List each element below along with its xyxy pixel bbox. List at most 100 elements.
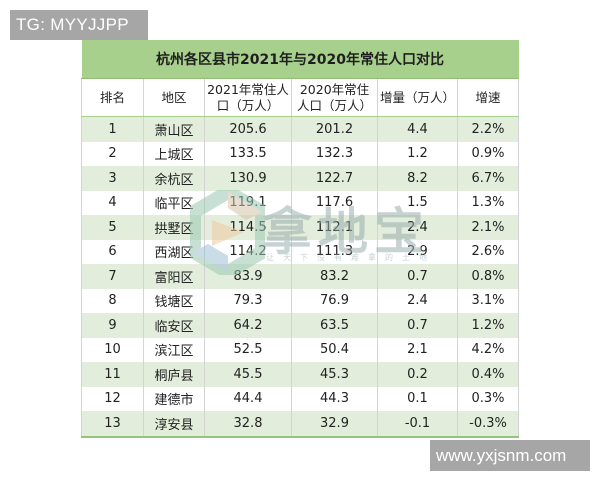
table-row: 8 钱塘区 79.3 76.9 2.4 3.1%: [81, 288, 520, 313]
header-pop-2020: 2020年常住人口（万人）: [291, 78, 378, 117]
cell-increase: -0.1: [377, 411, 458, 438]
cell-increase: 2.4: [377, 215, 458, 240]
cell-increase: 2.4: [377, 288, 458, 313]
cell-growth: 2.1%: [456, 215, 520, 240]
cell-region: 富阳区: [143, 264, 205, 289]
bottom-right-site-label: www.yxjsnm.com: [430, 440, 590, 471]
cell-region: 临安区: [143, 313, 205, 338]
cell-increase: 2.1: [377, 337, 458, 362]
table-row: 10 滨江区 52.5 50.4 2.1 4.2%: [81, 337, 520, 362]
cell-rank: 8: [81, 288, 144, 313]
cell-growth: 3.1%: [456, 288, 520, 313]
cell-region: 萧山区: [143, 116, 205, 142]
header-region: 地区: [143, 78, 205, 117]
cell-pop-2020: 32.9: [291, 411, 378, 438]
cell-pop-2020: 50.4: [291, 337, 378, 362]
cell-pop-2020: 45.3: [291, 362, 378, 387]
cell-rank: 3: [81, 166, 144, 191]
cell-pop-2020: 112.1: [291, 215, 378, 240]
cell-rank: 4: [81, 190, 144, 215]
cell-pop-2020: 122.7: [291, 166, 378, 191]
cell-region: 淳安县: [143, 411, 205, 438]
cell-growth: 4.2%: [456, 337, 520, 362]
cell-increase: 0.7: [377, 264, 458, 289]
table-row: 9 临安区 64.2 63.5 0.7 1.2%: [81, 313, 520, 338]
cell-growth: 1.2%: [456, 313, 520, 338]
cell-increase: 1.5: [377, 190, 458, 215]
cell-pop-2021: 79.3: [204, 288, 292, 313]
cell-increase: 0.2: [377, 362, 458, 387]
cell-rank: 10: [81, 337, 144, 362]
table-row: 11 桐庐县 45.5 45.3 0.2 0.4%: [81, 362, 520, 387]
cell-growth: 0.3%: [456, 386, 520, 411]
table-row: 3 余杭区 130.9 122.7 8.2 6.7%: [81, 166, 520, 191]
cell-region: 建德市: [143, 386, 205, 411]
header-pop-2021: 2021年常住人口（万人）: [204, 78, 292, 117]
cell-increase: 0.1: [377, 386, 458, 411]
cell-pop-2020: 76.9: [291, 288, 378, 313]
cell-rank: 2: [81, 141, 144, 166]
cell-pop-2020: 111.3: [291, 239, 378, 264]
header-increase: 增量（万人）: [377, 78, 458, 117]
cell-growth: 2.6%: [456, 239, 520, 264]
cell-rank: 9: [81, 313, 144, 338]
cell-growth: 2.2%: [456, 116, 520, 142]
table-row: 7 富阳区 83.9 83.2 0.7 0.8%: [81, 264, 520, 289]
table-title: 杭州各区县市2021年与2020年常住人口对比: [81, 40, 519, 79]
table-row: 12 建德市 44.4 44.3 0.1 0.3%: [81, 386, 520, 411]
table-row: 1 萧山区 205.6 201.2 4.4 2.2%: [81, 116, 520, 142]
cell-rank: 13: [81, 411, 144, 438]
cell-rank: 7: [81, 264, 144, 289]
cell-growth: 0.4%: [456, 362, 520, 387]
table-title-row: 杭州各区县市2021年与2020年常住人口对比: [81, 40, 519, 79]
cell-pop-2020: 132.3: [291, 141, 378, 166]
cell-rank: 11: [81, 362, 144, 387]
cell-pop-2021: 205.6: [204, 116, 292, 142]
cell-growth: 0.8%: [456, 264, 520, 289]
cell-pop-2020: 63.5: [291, 313, 378, 338]
cell-pop-2020: 83.2: [291, 264, 378, 289]
cell-region: 西湖区: [143, 239, 205, 264]
cell-pop-2021: 133.5: [204, 141, 292, 166]
cell-rank: 6: [81, 239, 144, 264]
cell-region: 滨江区: [143, 337, 205, 362]
cell-growth: 6.7%: [456, 166, 520, 191]
cell-pop-2021: 45.5: [204, 362, 292, 387]
header-rank: 排名: [81, 78, 144, 117]
cell-increase: 8.2: [377, 166, 458, 191]
cell-pop-2021: 114.2: [204, 239, 292, 264]
population-table-container: 杭州各区县市2021年与2020年常住人口对比 排名 地区 2021年常住人口（…: [81, 40, 520, 438]
table-row: 4 临平区 119.1 117.6 1.5 1.3%: [81, 190, 520, 215]
table-row: 2 上城区 133.5 132.3 1.2 0.9%: [81, 141, 520, 166]
cell-pop-2021: 114.5: [204, 215, 292, 240]
cell-pop-2021: 52.5: [204, 337, 292, 362]
cell-rank: 5: [81, 215, 144, 240]
cell-pop-2021: 44.4: [204, 386, 292, 411]
cell-rank: 12: [81, 386, 144, 411]
cell-pop-2021: 130.9: [204, 166, 292, 191]
cell-pop-2021: 64.2: [204, 313, 292, 338]
top-left-watermark-label: TG: MYYJJPP: [10, 10, 148, 40]
cell-increase: 1.2: [377, 141, 458, 166]
cell-region: 桐庐县: [143, 362, 205, 387]
header-growth: 增速: [456, 78, 520, 117]
cell-pop-2021: 32.8: [204, 411, 292, 438]
table-row: 13 淳安县 32.8 32.9 -0.1 -0.3%: [81, 411, 520, 438]
cell-pop-2021: 83.9: [204, 264, 292, 289]
cell-region: 临平区: [143, 190, 205, 215]
cell-pop-2021: 119.1: [204, 190, 292, 215]
cell-region: 上城区: [143, 141, 205, 166]
population-comparison-table: 杭州各区县市2021年与2020年常住人口对比 排名 地区 2021年常住人口（…: [81, 40, 520, 438]
table-row: 6 西湖区 114.2 111.3 2.9 2.6%: [81, 239, 520, 264]
cell-region: 钱塘区: [143, 288, 205, 313]
table-row: 5 拱墅区 114.5 112.1 2.4 2.1%: [81, 215, 520, 240]
cell-pop-2020: 44.3: [291, 386, 378, 411]
cell-increase: 0.7: [377, 313, 458, 338]
cell-pop-2020: 201.2: [291, 116, 378, 142]
cell-pop-2020: 117.6: [291, 190, 378, 215]
cell-increase: 2.9: [377, 239, 458, 264]
cell-increase: 4.4: [377, 116, 458, 142]
cell-rank: 1: [81, 116, 144, 142]
cell-growth: -0.3%: [456, 411, 520, 438]
cell-region: 拱墅区: [143, 215, 205, 240]
